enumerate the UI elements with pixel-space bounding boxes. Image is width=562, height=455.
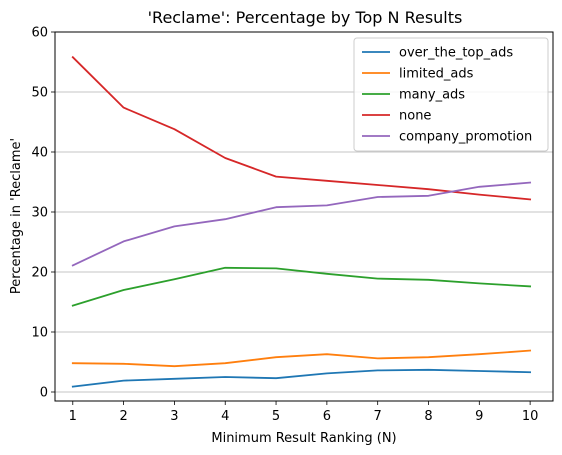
- y-tick-label-0: 0: [40, 386, 48, 401]
- series-line-over_the_top_ads: [71, 368, 532, 388]
- legend-label-limited_ads: limited_ads: [399, 67, 474, 82]
- y-axis-ticks: 0 10 20 30 40 50 60: [31, 26, 55, 401]
- series-line-limited_ads: [71, 349, 532, 368]
- legend-box: [353, 37, 549, 152]
- y-tick-label-1: 10: [31, 326, 48, 341]
- x-tick-label-4: 5: [272, 409, 280, 424]
- x-tick-label-5: 6: [323, 409, 331, 424]
- x-tick-label-2: 3: [170, 409, 178, 424]
- legend-label-none: none: [399, 109, 431, 124]
- y-tick-label-2: 20: [31, 266, 48, 281]
- plot-frame: [54, 31, 554, 402]
- x-tick-label-1: 2: [119, 409, 127, 424]
- series-lines: [71, 55, 532, 388]
- y-tick-label-6: 60: [31, 26, 48, 41]
- series-line-company_promotion: [71, 181, 532, 267]
- x-tick-label-7: 8: [424, 409, 432, 424]
- legend-label-company_promotion: company_promotion: [399, 130, 532, 145]
- x-tick-label-3: 4: [221, 409, 229, 424]
- x-tick-label-9: 10: [522, 409, 539, 424]
- y-tick-label-3: 30: [31, 206, 48, 221]
- x-tick-label-6: 7: [374, 409, 382, 424]
- legend-label-over_the_top_ads: over_the_top_ads: [399, 46, 513, 61]
- x-tick-label-8: 9: [475, 409, 483, 424]
- x-tick-label-0: 1: [69, 409, 77, 424]
- x-axis-ticks: 1 2 3 4 5 6 7 8 9 10: [69, 401, 539, 424]
- legend-label-many_ads: many_ads: [399, 88, 465, 103]
- y-tick-label-5: 50: [31, 86, 48, 101]
- series-line-many_ads: [71, 266, 532, 307]
- y-tick-label-4: 40: [31, 146, 48, 161]
- y-axis-title: Percentage in 'Reclame': [9, 138, 24, 294]
- x-axis-title: Minimum Result Ranking (N): [211, 431, 396, 446]
- chart-title: 'Reclame': Percentage by Top N Results: [148, 8, 463, 27]
